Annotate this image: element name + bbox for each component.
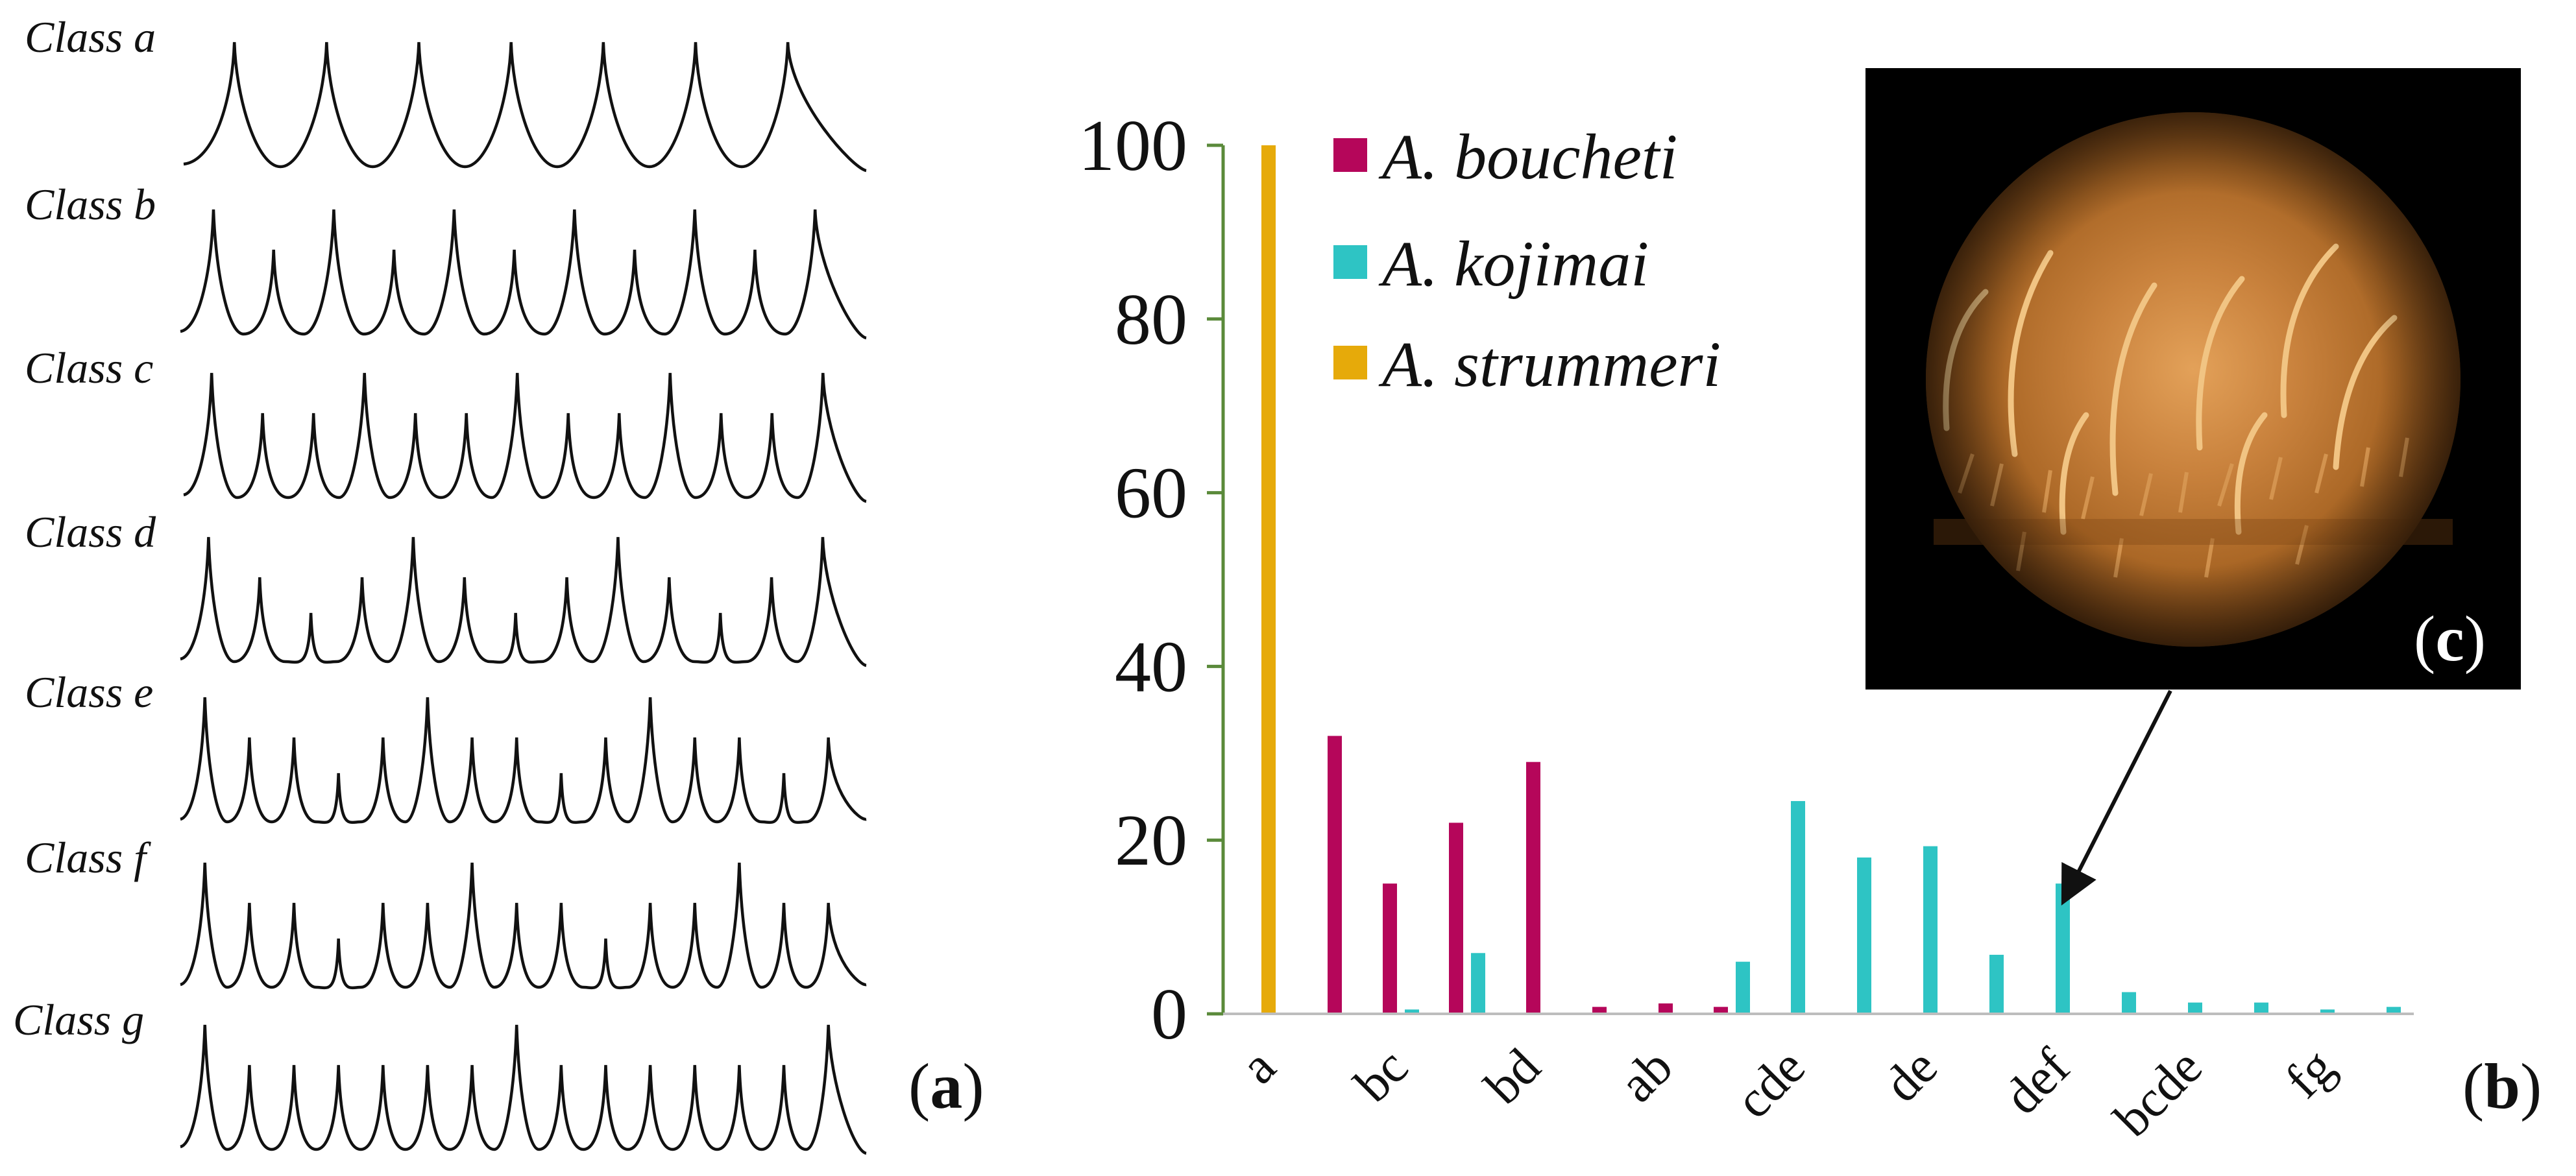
y-tick-label: 80 bbox=[1115, 280, 1187, 360]
legend-label: A. kojimai bbox=[1378, 228, 1649, 300]
y-tick-label: 100 bbox=[1078, 106, 1187, 186]
bar-h bbox=[2122, 992, 2136, 1014]
class-label: Class b bbox=[25, 180, 156, 229]
bar-chart: 0 20 40 60 80 100 a bc bd ab cde de def bcde fg A. bo… bbox=[1078, 106, 2414, 1148]
waveform bbox=[180, 209, 867, 340]
x-category-label: ab bbox=[1609, 1038, 1684, 1114]
waveform bbox=[180, 697, 867, 824]
y-axis-ticks: 0 20 40 60 80 100 bbox=[1078, 106, 1223, 1055]
waveform bbox=[180, 536, 867, 667]
bar-series bbox=[1261, 145, 2401, 1014]
bar-de bbox=[1923, 846, 1938, 1014]
class-label: Class a bbox=[25, 12, 156, 62]
bar-cde bbox=[1791, 800, 1805, 1014]
bar-i bbox=[2254, 1002, 2268, 1014]
panel-b-label: (b) bbox=[2462, 1050, 2542, 1122]
bar-bd bbox=[1526, 762, 1540, 1014]
bar-a bbox=[1261, 145, 1276, 1014]
panel-a-letter: a bbox=[930, 1050, 962, 1122]
class-label: Class f bbox=[25, 833, 151, 882]
class-label: Class g bbox=[13, 995, 144, 1044]
x-category-label: bc bbox=[1344, 1038, 1419, 1114]
class-label: Class e bbox=[25, 667, 153, 717]
legend-swatch bbox=[1333, 346, 1367, 379]
x-category-label: bcde bbox=[2104, 1038, 2213, 1148]
bar-c bbox=[1449, 822, 1463, 1014]
legend-swatch bbox=[1333, 245, 1367, 279]
bar-bcde bbox=[2188, 1002, 2202, 1014]
waveform bbox=[183, 42, 867, 173]
panel-c-label: (c) bbox=[2414, 603, 2486, 675]
bar-e bbox=[1736, 961, 1750, 1014]
bar-bc bbox=[1383, 883, 1397, 1014]
waveform bbox=[183, 372, 867, 503]
y-tick-label: 40 bbox=[1115, 627, 1187, 707]
class-label: Class d bbox=[25, 507, 156, 557]
bar-f bbox=[1857, 857, 1871, 1014]
bar-g bbox=[1989, 954, 2004, 1014]
annotation-arrow bbox=[2061, 690, 2172, 906]
panel-a-waveforms: Class a Class b Class c Class d Class e Class… bbox=[13, 12, 867, 1155]
y-tick-label: 60 bbox=[1115, 453, 1187, 534]
legend-label: A. strummeri bbox=[1378, 328, 1721, 400]
bar-b bbox=[1328, 736, 1342, 1014]
x-axis-labels: a bc bd ab cde de def bcde fg bbox=[1230, 1038, 2345, 1147]
photo-inset: (c) bbox=[1865, 68, 2521, 690]
bar-bc bbox=[1405, 1009, 1419, 1014]
bar-c bbox=[1471, 953, 1485, 1014]
y-tick-label: 0 bbox=[1151, 974, 1187, 1055]
x-category-label: def bbox=[1993, 1038, 2081, 1125]
bar-d bbox=[1592, 1007, 1607, 1014]
legend: A. boucheti A. kojimai A. strummeri bbox=[1333, 121, 1721, 400]
class-label: Class c bbox=[25, 343, 153, 392]
waveform bbox=[180, 862, 867, 990]
x-category-label: a bbox=[1230, 1038, 1286, 1095]
bar-e bbox=[1714, 1007, 1728, 1014]
bar-j bbox=[2387, 1007, 2401, 1014]
bar-fg bbox=[2320, 1009, 2335, 1014]
bar-def bbox=[2056, 883, 2070, 1014]
x-category-label: fg bbox=[2274, 1038, 2345, 1109]
y-tick-label: 20 bbox=[1115, 800, 1187, 881]
waveform bbox=[180, 1024, 867, 1155]
photo-vignette bbox=[1926, 112, 2461, 647]
bar-ab bbox=[1659, 1003, 1673, 1014]
x-category-label: bd bbox=[1474, 1038, 1551, 1116]
panel-a-label: (a) bbox=[908, 1050, 984, 1122]
x-category-label: cde bbox=[1725, 1038, 1816, 1130]
x-category-label: de bbox=[1873, 1038, 1949, 1114]
legend-swatch bbox=[1333, 138, 1367, 172]
legend-label: A. boucheti bbox=[1378, 121, 1677, 193]
